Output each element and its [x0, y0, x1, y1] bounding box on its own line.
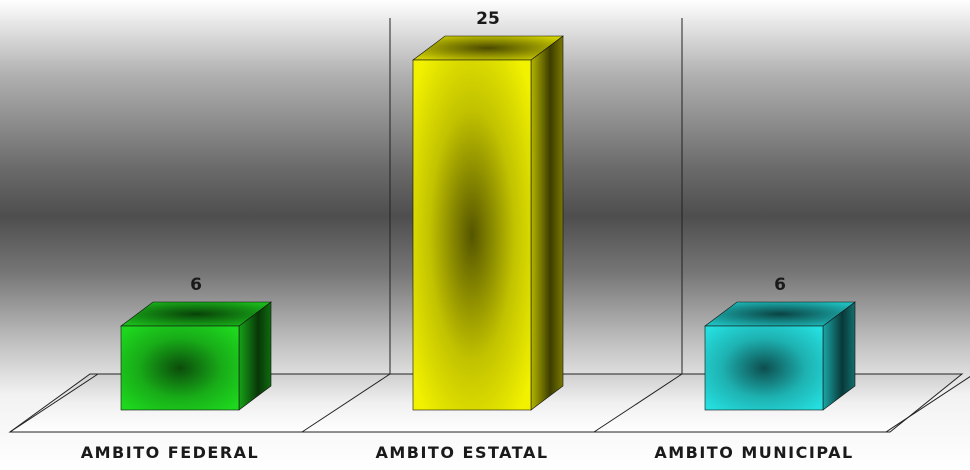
category-label: AMBITO MUNICIPAL — [654, 443, 853, 462]
bar-side — [530, 35, 564, 411]
category-labels: AMBITO FEDERAL AMBITO ESTATAL AMBITO MUNIC… — [81, 443, 853, 462]
category-label: AMBITO FEDERAL — [81, 443, 260, 462]
bar-ambito-federal — [120, 301, 272, 411]
data-label: 6 — [190, 275, 202, 295]
data-label: 25 — [476, 9, 500, 29]
bar-ambito-municipal — [704, 301, 856, 411]
bar-front — [704, 325, 824, 411]
grid-diagonal — [301, 373, 391, 433]
category-label: AMBITO ESTATAL — [375, 443, 548, 462]
data-label: 6 — [774, 275, 786, 295]
bar-front — [412, 59, 532, 411]
data-labels: 6 25 6 — [190, 9, 786, 295]
bars — [120, 35, 856, 411]
grid-diagonal — [9, 373, 99, 433]
bar-front — [120, 325, 240, 411]
grid-diagonal — [593, 373, 683, 433]
bar-ambito-estatal — [412, 35, 564, 411]
grid-diagonal — [885, 376, 970, 433]
